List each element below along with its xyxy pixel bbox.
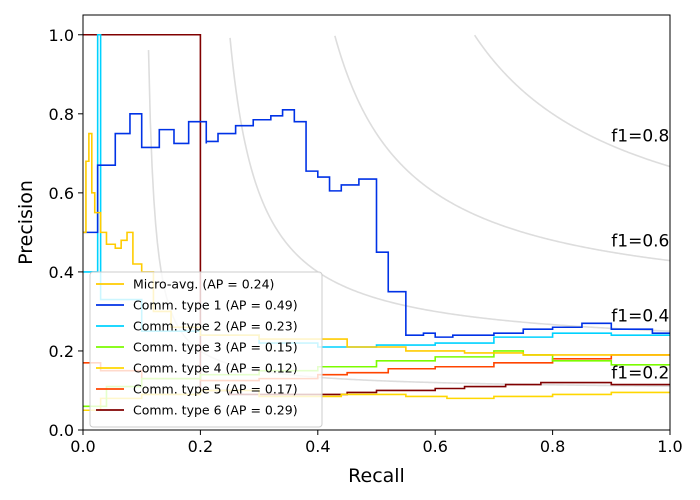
- iso-f1-curve-3: [473, 34, 670, 168]
- legend-entry-6: Comm. type 6 (AP = 0.29): [133, 403, 298, 418]
- legend-box: [89, 271, 323, 428]
- legend-entry-5: Comm. type 5 (AP = 0.17): [133, 382, 298, 397]
- y-axis-label: Precision: [15, 180, 37, 265]
- legend-entry-1: Comm. type 1 (AP = 0.49): [133, 298, 298, 313]
- iso-f1-label-1: f1=0.4: [611, 306, 669, 326]
- x-axis-label: Recall: [348, 465, 405, 487]
- legend-entry-0: Micro-avg. (AP = 0.24): [133, 277, 274, 292]
- iso-f1-curve-2: [334, 35, 670, 262]
- iso-f1-label-2: f1=0.6: [611, 231, 669, 251]
- y-tick-label-0: 0.0: [49, 421, 74, 440]
- iso-f1-curve-1: [229, 37, 670, 332]
- y-tick-label-2: 0.4: [49, 263, 74, 282]
- series-line-5: [83, 109, 670, 338]
- x-tick-label-3: 0.6: [422, 437, 447, 456]
- y-tick-label-5: 1.0: [49, 26, 74, 45]
- iso-f1-labels: f1=0.2 f1=0.4 f1=0.6 f1=0.8: [611, 127, 669, 384]
- y-tick-label-4: 0.8: [49, 105, 74, 124]
- x-tick-label-0: 0.0: [70, 437, 95, 456]
- x-tick-label-4: 0.8: [540, 437, 565, 456]
- legend: Micro-avg. (AP = 0.24) Comm. type 1 (AP =…: [89, 271, 323, 428]
- iso-f1-label-0: f1=0.2: [611, 364, 669, 384]
- y-tick-label-1: 0.2: [49, 342, 74, 361]
- x-tick-label-5: 1.0: [657, 437, 682, 456]
- legend-entry-4: Comm. type 4 (AP = 0.12): [133, 361, 298, 376]
- x-tick-label-2: 0.4: [305, 437, 330, 456]
- iso-f1-label-3: f1=0.8: [611, 127, 669, 147]
- plot-frame: [82, 14, 671, 431]
- x-axis-ticks: 0.0 0.2 0.4 0.6 0.8 1.0: [70, 430, 683, 456]
- y-tick-label-3: 0.6: [49, 184, 74, 203]
- x-tick-label-1: 0.2: [188, 437, 213, 456]
- y-axis-ticks: 0.0 0.2 0.4 0.6 0.8 1.0: [49, 26, 83, 440]
- legend-entry-3: Comm. type 3 (AP = 0.15): [133, 340, 298, 355]
- legend-entry-2: Comm. type 2 (AP = 0.23): [133, 319, 298, 334]
- series-line-6: [83, 132, 670, 356]
